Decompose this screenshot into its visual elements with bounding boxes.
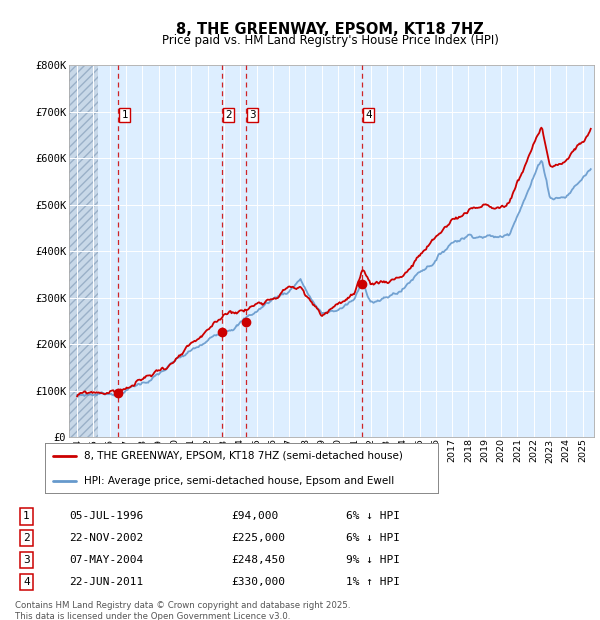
Text: 8, THE GREENWAY, EPSOM, KT18 7HZ (semi-detached house): 8, THE GREENWAY, EPSOM, KT18 7HZ (semi-d… [85, 451, 403, 461]
Text: 1% ↑ HPI: 1% ↑ HPI [346, 577, 400, 587]
Text: 1: 1 [23, 512, 30, 521]
Text: 3: 3 [23, 555, 30, 565]
Text: £225,000: £225,000 [231, 533, 285, 543]
Text: 1: 1 [121, 110, 128, 120]
Text: £94,000: £94,000 [231, 512, 278, 521]
Text: 8, THE GREENWAY, EPSOM, KT18 7HZ: 8, THE GREENWAY, EPSOM, KT18 7HZ [176, 22, 484, 37]
Text: 6% ↓ HPI: 6% ↓ HPI [346, 512, 400, 521]
Text: 4: 4 [23, 577, 30, 587]
Text: 4: 4 [365, 110, 372, 120]
Text: 22-NOV-2002: 22-NOV-2002 [70, 533, 144, 543]
Text: 07-MAY-2004: 07-MAY-2004 [70, 555, 144, 565]
Text: 6% ↓ HPI: 6% ↓ HPI [346, 533, 400, 543]
Text: 22-JUN-2011: 22-JUN-2011 [70, 577, 144, 587]
Text: 05-JUL-1996: 05-JUL-1996 [70, 512, 144, 521]
Text: Price paid vs. HM Land Registry's House Price Index (HPI): Price paid vs. HM Land Registry's House … [161, 34, 499, 47]
Text: £330,000: £330,000 [231, 577, 285, 587]
Text: 2: 2 [23, 533, 30, 543]
Text: 9% ↓ HPI: 9% ↓ HPI [346, 555, 400, 565]
Text: 2: 2 [226, 110, 232, 120]
Text: Contains HM Land Registry data © Crown copyright and database right 2025.
This d: Contains HM Land Registry data © Crown c… [15, 601, 350, 620]
Text: £248,450: £248,450 [231, 555, 285, 565]
Text: HPI: Average price, semi-detached house, Epsom and Ewell: HPI: Average price, semi-detached house,… [85, 476, 395, 485]
Text: 3: 3 [249, 110, 256, 120]
